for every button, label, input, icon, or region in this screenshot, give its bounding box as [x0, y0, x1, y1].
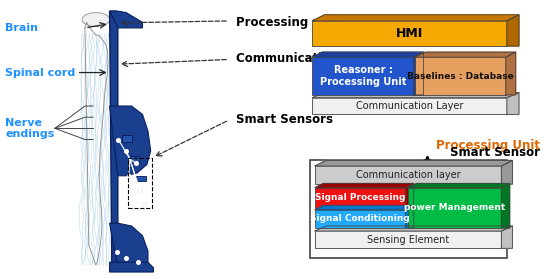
Bar: [312, 21, 507, 46]
Polygon shape: [110, 106, 151, 176]
Text: Communication Bus: Communication Bus: [236, 52, 367, 65]
Text: power Management: power Management: [404, 203, 505, 212]
Polygon shape: [110, 11, 142, 28]
Polygon shape: [315, 160, 512, 166]
Text: Smart Sensor: Smart Sensor: [450, 146, 540, 158]
Bar: [315, 210, 406, 228]
Text: Communication layer: Communication layer: [356, 170, 460, 180]
Text: Smart Sensors: Smart Sensors: [236, 114, 333, 126]
Text: Communication Layer: Communication Layer: [356, 101, 463, 111]
Polygon shape: [315, 206, 414, 210]
Text: Processing Unit: Processing Unit: [436, 139, 540, 151]
Polygon shape: [506, 52, 516, 95]
Polygon shape: [501, 226, 512, 248]
Bar: [315, 231, 501, 248]
Circle shape: [82, 13, 110, 27]
Text: Baselines : Database: Baselines : Database: [407, 71, 514, 81]
Polygon shape: [110, 223, 148, 268]
Polygon shape: [312, 52, 424, 57]
Bar: [415, 57, 506, 95]
Text: Processing unit: Processing unit: [236, 16, 338, 29]
Bar: [408, 188, 501, 228]
Polygon shape: [414, 52, 424, 95]
Polygon shape: [408, 184, 510, 188]
Polygon shape: [406, 206, 414, 228]
Polygon shape: [507, 15, 519, 46]
Text: Signal Processing: Signal Processing: [315, 193, 406, 202]
Polygon shape: [501, 184, 510, 228]
Polygon shape: [110, 11, 118, 268]
Polygon shape: [315, 184, 414, 188]
Bar: [128, 158, 152, 208]
Polygon shape: [110, 262, 153, 272]
Polygon shape: [415, 52, 516, 57]
Bar: [315, 188, 406, 208]
Text: Nerve
endings: Nerve endings: [5, 117, 55, 139]
Text: Reasoner :
Processing Unit: Reasoner : Processing Unit: [320, 65, 406, 87]
Bar: [312, 57, 414, 95]
Text: Spinal cord: Spinal cord: [5, 68, 76, 78]
Bar: [122, 135, 132, 142]
Text: Signal Conditioning: Signal Conditioning: [310, 214, 410, 223]
Polygon shape: [312, 15, 519, 21]
Polygon shape: [507, 93, 519, 114]
Polygon shape: [501, 160, 512, 184]
Bar: [312, 98, 507, 114]
Text: HMI: HMI: [396, 27, 423, 40]
Polygon shape: [406, 184, 414, 208]
Polygon shape: [315, 226, 512, 231]
Text: Brain: Brain: [5, 23, 38, 33]
Bar: [310, 160, 507, 258]
Bar: [130, 156, 139, 162]
Bar: [315, 166, 501, 184]
Bar: [136, 176, 146, 181]
Text: Sensing Element: Sensing Element: [367, 235, 449, 245]
Polygon shape: [312, 93, 519, 98]
